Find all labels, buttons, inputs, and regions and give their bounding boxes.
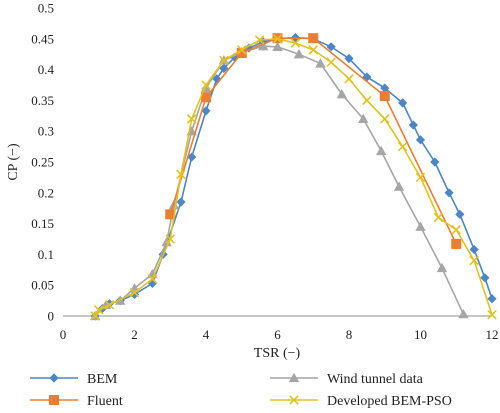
x-axis-title: TSR (−) bbox=[254, 346, 301, 361]
data-point-bem bbox=[444, 188, 454, 198]
data-point-developed-bem-pso bbox=[186, 114, 197, 124]
data-point-developed-bem-pso bbox=[415, 172, 426, 183]
data-point-wind-tunnel-data bbox=[293, 49, 305, 59]
data-point-developed-bem-pso bbox=[219, 55, 229, 66]
y-tick-label: 0.1 bbox=[38, 247, 54, 262]
data-point-bem bbox=[469, 244, 479, 255]
x-tick-labels: 0 2 4 6 8 10 12 bbox=[60, 327, 499, 342]
data-point-wind-tunnel-data bbox=[336, 89, 348, 99]
data-point-bem bbox=[326, 42, 336, 52]
legend-marker-bem bbox=[49, 373, 59, 383]
data-point-fluent bbox=[201, 92, 211, 103]
y-tick-label: 0.25 bbox=[31, 155, 54, 170]
legend-marker-wind-tunnel-data bbox=[288, 372, 300, 383]
data-point-bem bbox=[415, 135, 426, 145]
data-point-bem bbox=[380, 83, 390, 93]
data-point-fluent bbox=[236, 47, 247, 58]
x-tick-label: 4 bbox=[203, 327, 210, 342]
data-point-developed-bem-pso bbox=[379, 114, 390, 124]
legend-item-wind-tunnel-data: Wind tunnel data bbox=[270, 372, 424, 387]
y-tick-label: 0.3 bbox=[38, 124, 54, 139]
data-point-developed-bem-pso bbox=[176, 169, 186, 180]
data-point-bem bbox=[201, 106, 211, 116]
legend-label: BEM bbox=[87, 372, 118, 387]
data-point-bem bbox=[398, 98, 408, 108]
x-tick-label: 0 bbox=[60, 327, 67, 342]
data-point-developed-bem-pso bbox=[308, 45, 319, 55]
y-tick-label: 0.4 bbox=[38, 62, 55, 77]
x-tick-label: 6 bbox=[274, 327, 281, 342]
data-point-wind-tunnel-data bbox=[436, 262, 448, 273]
data-point-developed-bem-pso bbox=[451, 224, 462, 235]
data-point-bem bbox=[176, 197, 186, 207]
data-point-developed-bem-pso bbox=[272, 34, 283, 44]
data-point-developed-bem-pso bbox=[129, 287, 140, 298]
x-tick-label: 2 bbox=[131, 327, 138, 342]
data-point-wind-tunnel-data bbox=[375, 145, 387, 156]
data-point-developed-bem-pso bbox=[93, 305, 104, 315]
series-line-developed-bem-pso bbox=[94, 37, 493, 317]
y-axis-title: CP (−) bbox=[6, 143, 21, 181]
data-point-wind-tunnel-data bbox=[272, 41, 283, 51]
data-point-developed-bem-pso bbox=[165, 234, 176, 244]
data-point-bem bbox=[487, 294, 497, 304]
data-point-wind-tunnel-data bbox=[393, 181, 405, 191]
data-point-bem bbox=[455, 209, 465, 219]
x-tick-label: 12 bbox=[486, 327, 499, 342]
data-point-developed-bem-pso bbox=[236, 45, 247, 55]
legend-label: Wind tunnel data bbox=[327, 372, 424, 387]
legend-marker-fluent bbox=[49, 395, 59, 405]
data-point-wind-tunnel-data bbox=[258, 40, 269, 51]
data-point-bem bbox=[219, 63, 229, 73]
legend-label: Developed BEM-PSO bbox=[327, 394, 452, 409]
legend-label: Fluent bbox=[87, 394, 123, 409]
data-point-developed-bem-pso bbox=[326, 57, 336, 67]
data-point-bem bbox=[480, 273, 490, 283]
y-tick-label: 0.5 bbox=[38, 1, 54, 16]
y-tick-label: 0.45 bbox=[31, 31, 54, 46]
data-point-developed-bem-pso bbox=[487, 310, 497, 320]
data-point-fluent bbox=[451, 238, 462, 249]
data-point-developed-bem-pso bbox=[104, 300, 115, 310]
y-tick-label: 0.35 bbox=[31, 93, 54, 108]
data-point-developed-bem-pso bbox=[90, 311, 100, 321]
legend-marker-developed-bem-pso bbox=[289, 395, 299, 405]
data-point-developed-bem-pso bbox=[147, 274, 158, 284]
data-point-wind-tunnel-data bbox=[458, 308, 469, 319]
y-tick-labels: 0 0.05 0.1 0.15 0.2 0.25 0.3 0.35 0.4 0.45 0.5 bbox=[31, 1, 54, 324]
y-tick-label: 0.2 bbox=[38, 185, 54, 200]
legend: BEM Wind tunnel data Fluent Developed BEM-P… bbox=[30, 372, 452, 409]
data-point-wind-tunnel-data bbox=[415, 221, 426, 231]
x-tick-label: 8 bbox=[346, 327, 353, 342]
data-point-fluent bbox=[379, 91, 390, 102]
data-point-developed-bem-pso bbox=[433, 212, 444, 223]
y-tick-label: 0.05 bbox=[31, 278, 54, 293]
x-tick-label: 10 bbox=[414, 327, 427, 342]
data-point-bem bbox=[344, 53, 354, 64]
series-wind-tunnel-data bbox=[89, 40, 469, 321]
data-point-fluent bbox=[308, 33, 319, 44]
data-point-bem bbox=[430, 157, 440, 167]
y-tick-label: 0 bbox=[48, 309, 55, 324]
data-point-wind-tunnel-data bbox=[358, 113, 369, 124]
legend-item-bem: BEM bbox=[30, 372, 118, 387]
series-developed-bem-pso bbox=[90, 34, 497, 321]
series-layer bbox=[89, 32, 497, 321]
legend-item-developed-bem-pso: Developed BEM-PSO bbox=[270, 394, 452, 409]
data-point-wind-tunnel-data bbox=[315, 58, 326, 68]
data-point-developed-bem-pso bbox=[362, 95, 372, 106]
data-point-bem bbox=[187, 152, 197, 162]
data-point-fluent bbox=[165, 209, 176, 220]
data-point-developed-bem-pso bbox=[201, 80, 211, 90]
data-point-developed-bem-pso bbox=[397, 141, 408, 152]
series-fluent bbox=[165, 33, 462, 249]
data-point-developed-bem-pso bbox=[469, 255, 479, 266]
legend-item-fluent: Fluent bbox=[30, 394, 123, 409]
data-point-developed-bem-pso bbox=[254, 35, 265, 45]
data-point-bem bbox=[408, 120, 418, 130]
data-point-developed-bem-pso bbox=[290, 38, 301, 48]
y-tick-label: 0.15 bbox=[31, 216, 54, 231]
data-point-developed-bem-pso bbox=[344, 74, 354, 84]
